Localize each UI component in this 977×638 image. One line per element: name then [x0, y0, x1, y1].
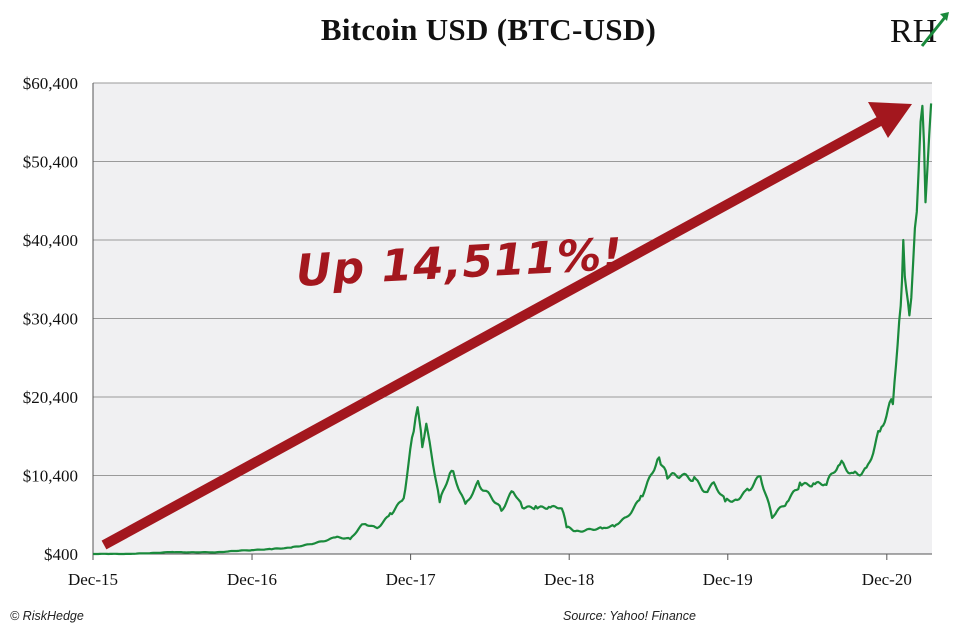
gridlines	[92, 82, 932, 555]
y-axis-ticks: $400 $10,400 $20,400 $30,400 $40,400 $50,400 $…	[23, 74, 78, 564]
trend-arrow	[101, 102, 912, 550]
series-line-btc-usd	[93, 103, 933, 556]
y-tick-label: $60,400	[23, 74, 78, 93]
y-tick-label: $40,400	[23, 231, 78, 250]
y-tick-label: $30,400	[23, 310, 78, 329]
y-tick-label: $400	[44, 545, 78, 564]
y-tick-label: $10,400	[23, 467, 78, 486]
source-text: Source: Yahoo! Finance	[563, 609, 696, 623]
riskhedge-logo: RH	[890, 12, 949, 48]
x-tick-label: Dec-15	[68, 570, 118, 589]
x-tick-label: Dec-18	[544, 570, 594, 589]
y-tick-label: $20,400	[23, 388, 78, 407]
x-tick-label: Dec-17	[386, 570, 437, 589]
y-tick-label: $50,400	[23, 153, 78, 172]
logo-text: RH	[890, 13, 937, 48]
x-axis-ticks: Dec-15 Dec-16 Dec-17 Dec-18 Dec-19 Dec-20	[68, 554, 912, 589]
arrow-shaft	[101, 116, 883, 550]
chart-title: Bitcoin USD (BTC-USD)	[320, 12, 657, 47]
x-tick-label: Dec-20	[862, 570, 912, 589]
x-tick-label: Dec-19	[703, 570, 753, 589]
copyright-text: © RiskHedge	[10, 609, 84, 623]
x-tick-label: Dec-16	[227, 570, 277, 589]
arrow-head	[868, 102, 912, 138]
